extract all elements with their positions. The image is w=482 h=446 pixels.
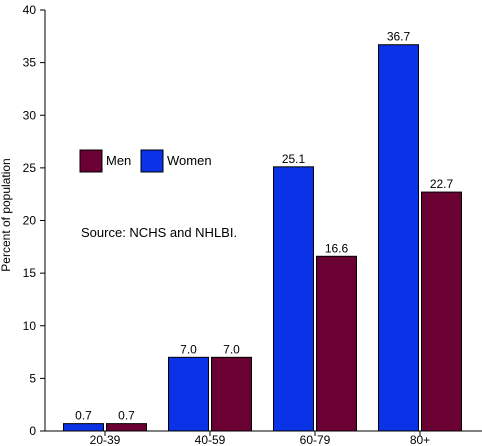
x-tick-label: 20-39 (90, 433, 121, 446)
x-tick-label: 60-79 (300, 433, 331, 446)
source-note: Source: NCHS and NHLBI. (81, 225, 237, 240)
legend-swatch-women (140, 149, 164, 173)
bar-women-20-39 (63, 423, 104, 432)
bars (63, 44, 462, 432)
legend: Men Women (79, 149, 212, 173)
data-label: 22.7 (430, 177, 454, 191)
bar-men-60-79 (316, 255, 357, 432)
y-tick-label: 0 (29, 424, 36, 438)
bar-women-80+ (378, 44, 419, 432)
y-tick-label: 25 (23, 161, 37, 175)
bar-men-80+ (421, 191, 462, 432)
data-label: 0.7 (118, 409, 135, 423)
x-ticks: 20-39 40-59 60-79 80+ (90, 431, 430, 446)
y-tick-label: 15 (23, 266, 37, 280)
bar-women-40-59 (168, 356, 209, 432)
legend-label-women: Women (167, 153, 212, 168)
data-label: 16.6 (325, 241, 349, 255)
legend-label-men: Men (106, 153, 131, 168)
legend-swatch-men (79, 149, 103, 173)
y-tick-label: 10 (23, 319, 37, 333)
y-tick-label: 40 (23, 3, 37, 17)
bar-men-40-59 (211, 356, 252, 432)
data-label: 36.7 (387, 30, 411, 44)
y-tick-label: 20 (23, 214, 37, 228)
data-label: 25.1 (282, 152, 306, 166)
y-tick-label: 35 (23, 56, 37, 70)
bar-men-20-39 (106, 423, 147, 432)
data-label: 0.7 (75, 409, 92, 423)
x-tick-label: 80+ (410, 433, 430, 446)
y-tick-label: 30 (23, 108, 37, 122)
x-tick-label: 40-59 (195, 433, 226, 446)
y-tick-label: 5 (29, 371, 36, 385)
bar-women-60-79 (273, 166, 314, 432)
y-ticks: 0 5 10 15 20 25 30 35 40 (23, 3, 45, 438)
bar-labels: 0.7 0.7 7.0 7.0 25.1 16.6 36.7 22.7 (75, 30, 453, 423)
data-label: 7.0 (223, 342, 240, 356)
y-axis-title: Percent of population (0, 158, 13, 271)
data-label: 7.0 (180, 342, 197, 356)
